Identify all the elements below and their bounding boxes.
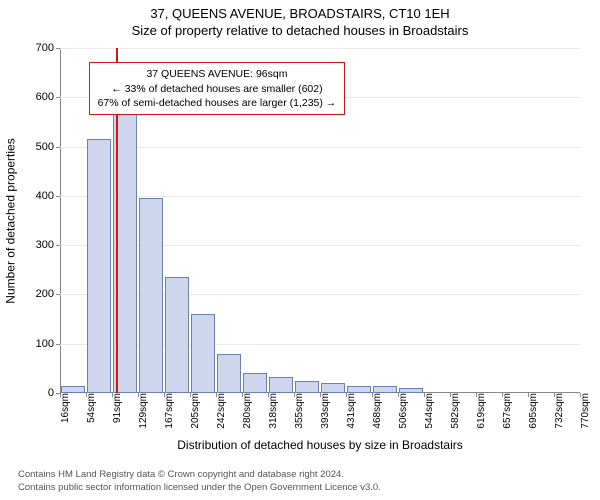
- xtick-label: 468sqm: [370, 393, 383, 429]
- histogram-bar: [347, 386, 372, 393]
- plot-area: 010020030040050060070016sqm54sqm91sqm129…: [60, 48, 580, 393]
- xtick-label: 91sqm: [110, 393, 123, 423]
- x-axis-label: Distribution of detached houses by size …: [60, 438, 580, 452]
- histogram-bar: [139, 198, 164, 393]
- xtick-label: 318sqm: [266, 393, 279, 429]
- xtick-label: 657sqm: [500, 393, 513, 429]
- gridline: [60, 196, 580, 197]
- histogram-bar: [373, 386, 398, 393]
- xtick-label: 16sqm: [58, 393, 71, 423]
- xtick-label: 167sqm: [162, 393, 175, 429]
- footnote-line: Contains HM Land Registry data © Crown c…: [18, 469, 381, 481]
- xtick-label: 242sqm: [214, 393, 227, 429]
- ytick-label: 200: [36, 288, 60, 300]
- xtick-label: 582sqm: [448, 393, 461, 429]
- histogram-bar: [191, 314, 216, 393]
- xtick-label: 506sqm: [396, 393, 409, 429]
- chart-title-line1: 37, QUEENS AVENUE, BROADSTAIRS, CT10 1EH: [0, 0, 600, 21]
- xtick-label: 355sqm: [292, 393, 305, 429]
- histogram-bar: [61, 386, 86, 393]
- xtick-label: 393sqm: [318, 393, 331, 429]
- histogram-bar: [243, 373, 268, 393]
- ytick-label: 700: [36, 42, 60, 54]
- xtick-label: 732sqm: [552, 393, 565, 429]
- y-axis-label: Number of detached properties: [4, 48, 18, 393]
- xtick-label: 544sqm: [422, 393, 435, 429]
- xtick-label: 695sqm: [526, 393, 539, 429]
- footnote-line: Contains public sector information licen…: [18, 482, 381, 494]
- xtick-label: 431sqm: [344, 393, 357, 429]
- footnote: Contains HM Land Registry data © Crown c…: [18, 469, 381, 494]
- histogram-bar: [165, 277, 190, 393]
- ytick-label: 600: [36, 91, 60, 103]
- ytick-label: 400: [36, 190, 60, 202]
- histogram-bar: [217, 354, 242, 393]
- xtick-label: 280sqm: [240, 393, 253, 429]
- histogram-bar: [295, 381, 320, 393]
- chart-container: 37, QUEENS AVENUE, BROADSTAIRS, CT10 1EH…: [0, 0, 600, 500]
- annotation-box: 37 QUEENS AVENUE: 96sqm← 33% of detached…: [89, 62, 346, 115]
- histogram-bar: [269, 377, 294, 393]
- ytick-label: 100: [36, 338, 60, 350]
- xtick-label: 129sqm: [136, 393, 149, 429]
- chart-title-line2: Size of property relative to detached ho…: [0, 21, 600, 38]
- gridline: [60, 147, 580, 148]
- xtick-label: 205sqm: [188, 393, 201, 429]
- annotation-line: ← 33% of detached houses are smaller (60…: [98, 82, 337, 96]
- annotation-line: 67% of semi-detached houses are larger (…: [98, 96, 337, 110]
- ytick-label: 300: [36, 239, 60, 251]
- histogram-bar: [87, 139, 112, 393]
- annotation-line: 37 QUEENS AVENUE: 96sqm: [98, 67, 337, 81]
- xtick-label: 770sqm: [578, 393, 591, 429]
- gridline: [60, 48, 580, 49]
- xtick-label: 54sqm: [84, 393, 97, 423]
- xtick-label: 619sqm: [474, 393, 487, 429]
- histogram-bar: [321, 383, 346, 393]
- ytick-label: 500: [36, 141, 60, 153]
